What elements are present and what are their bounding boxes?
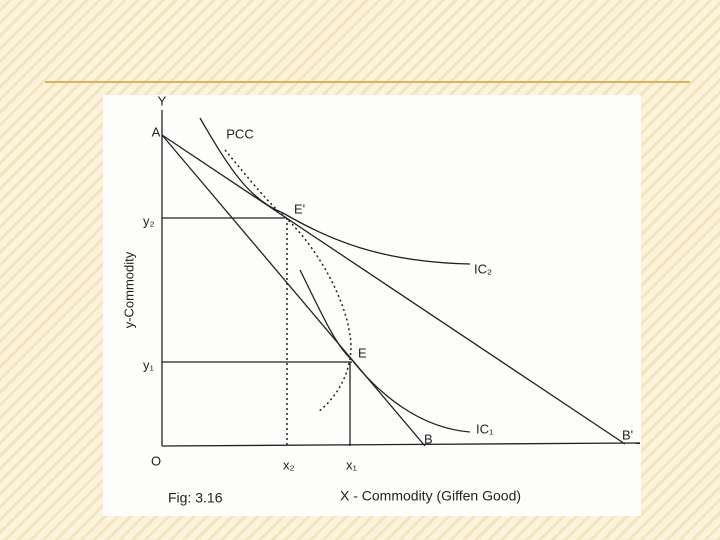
header-rule — [45, 81, 690, 83]
label: E' — [294, 201, 305, 216]
axis-title: y-Commodity — [121, 251, 136, 328]
budget-line-ab — [161, 134, 426, 447]
label: IC₁ — [476, 421, 494, 436]
indifference-curve-2 — [199, 117, 471, 265]
label: y₁ — [143, 357, 155, 372]
label: O — [151, 453, 161, 468]
label: B — [424, 431, 433, 446]
label: PCC — [226, 126, 253, 141]
indifference-curve-1 — [299, 269, 471, 433]
axis-title: X - Commodity (Giffen Good) — [340, 488, 521, 504]
label: IC₂ — [474, 261, 492, 276]
x-axis — [161, 442, 641, 447]
label: E — [358, 345, 367, 360]
label: x₁ — [346, 457, 358, 472]
label: B' — [622, 427, 633, 442]
budget-line-ab-prime — [161, 134, 626, 445]
label: y₂ — [143, 213, 155, 228]
label: A — [152, 124, 161, 139]
label: Y — [158, 93, 167, 108]
caption: Fig: 3.16 — [168, 490, 223, 506]
label: x₂ — [283, 457, 295, 472]
